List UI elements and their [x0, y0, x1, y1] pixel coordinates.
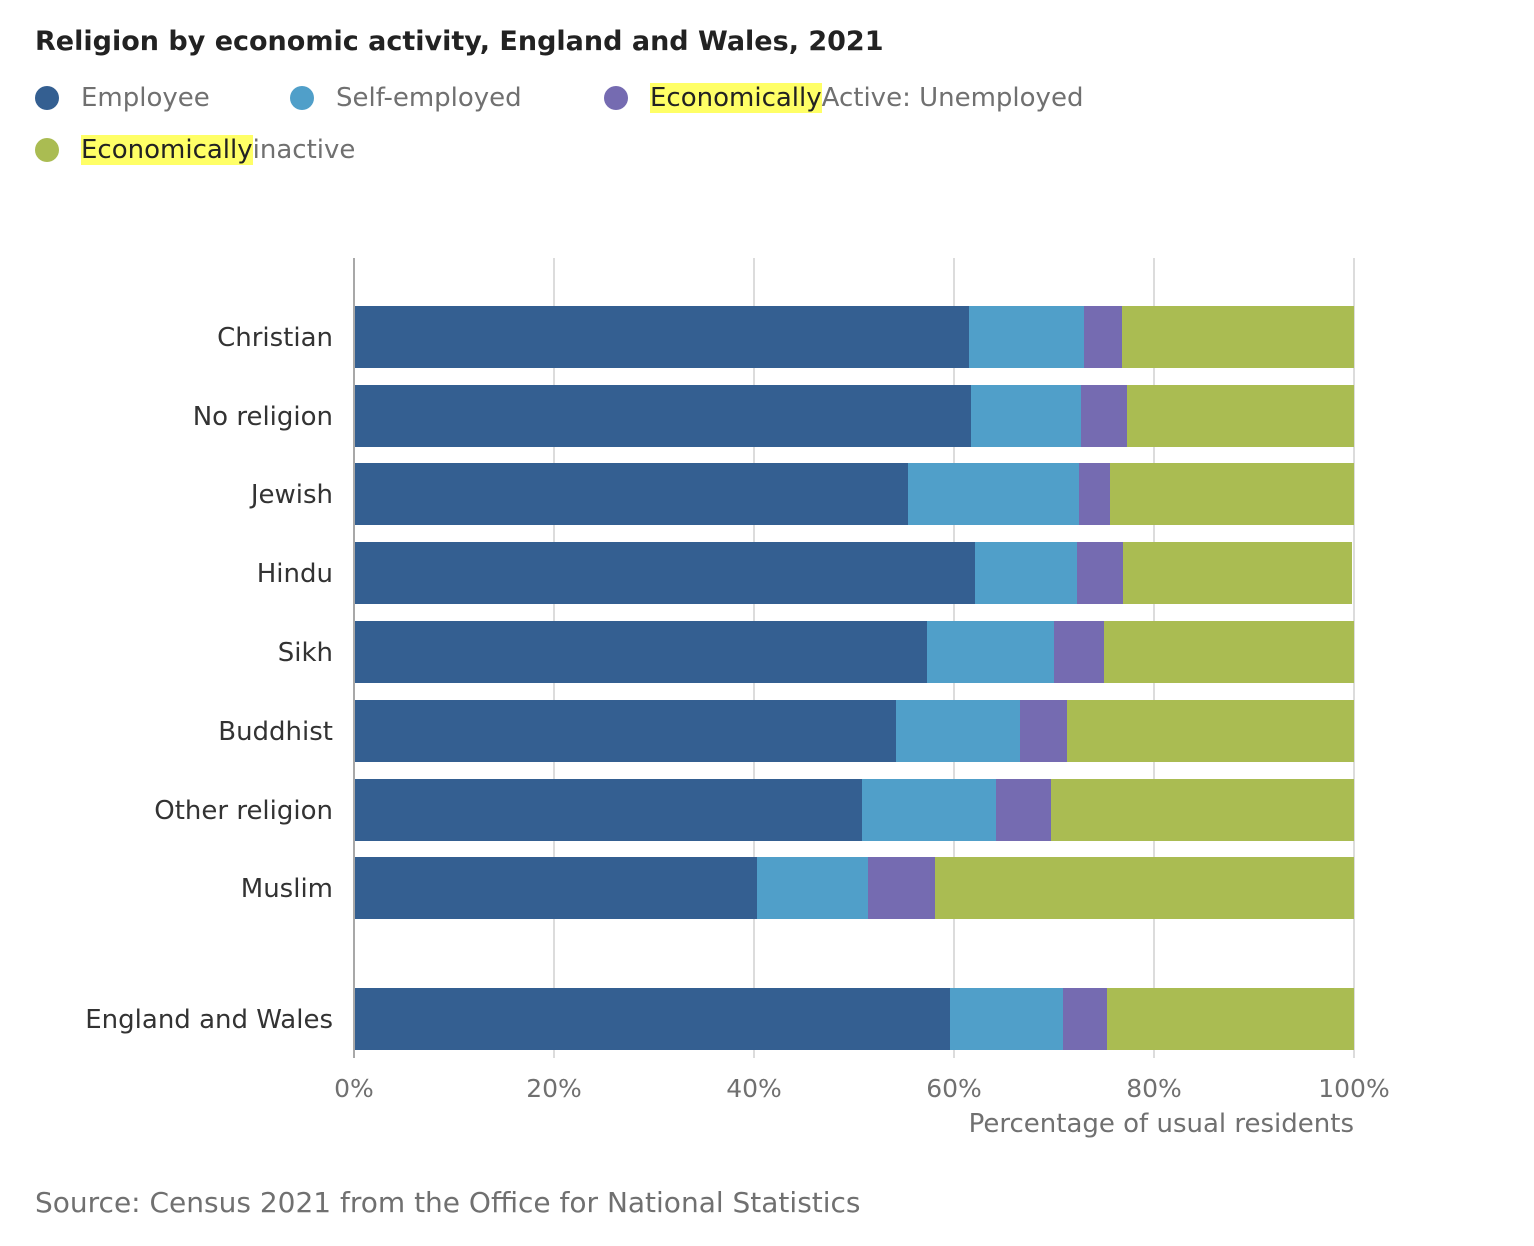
bar-muslim-economically-active-unemployed — [868, 857, 935, 919]
legend-swatch-unemployed — [604, 86, 628, 110]
bar-buddhist-employee — [354, 700, 896, 762]
bar-other-religion-self-employed — [862, 779, 996, 841]
bar-hindu-self-employed — [975, 542, 1077, 604]
bar-buddhist-economically-inactive — [1067, 700, 1354, 762]
bar-other-religion-economically-inactive — [1051, 779, 1354, 841]
x-tick-label: 20% — [526, 1074, 582, 1103]
legend-swatch-inactive — [35, 138, 59, 162]
bar-christian-self-employed — [969, 306, 1084, 368]
legend-label-inactive-highlight: Economically — [81, 135, 253, 165]
bar-hindu-economically-inactive — [1123, 542, 1352, 604]
bar-england-and-wales-economically-inactive — [1107, 988, 1354, 1050]
bar-christian-economically-inactive — [1122, 306, 1354, 368]
legend-label-inactive-rest: inactive — [252, 135, 356, 165]
legend-label-unemployed-highlight: Economically — [650, 83, 822, 113]
bar-sikh-economically-inactive — [1104, 621, 1354, 683]
x-tick-label: 40% — [726, 1074, 782, 1103]
bar-hindu-economically-active-unemployed — [1077, 542, 1123, 604]
category-label: England and Wales — [85, 1005, 333, 1035]
bar-muslim-employee — [354, 857, 757, 919]
source-note: Source: Census 2021 from the Office for … — [35, 1186, 861, 1219]
bar-england-and-wales-self-employed — [950, 988, 1063, 1050]
legend-label-unemployed-rest: Active: Unemployed — [821, 83, 1084, 113]
chart-title: Religion by economic activity, England a… — [35, 26, 884, 57]
bar-sikh-employee — [354, 621, 927, 683]
bar-no-religion-economically-inactive — [1127, 385, 1354, 447]
legend-item-inactive: Economically inactive — [35, 135, 355, 165]
x-tick-label: 60% — [926, 1074, 982, 1103]
x-tick-label: 0% — [334, 1074, 374, 1103]
bar-no-religion-employee — [354, 385, 971, 447]
category-label: Muslim — [241, 874, 333, 904]
bar-christian-employee — [354, 306, 969, 368]
bar-buddhist-self-employed — [896, 700, 1020, 762]
legend-label-self-employed: Self-employed — [336, 83, 522, 113]
category-label: No religion — [193, 402, 333, 432]
bar-other-religion-economically-active-unemployed — [996, 779, 1051, 841]
bar-jewish-self-employed — [908, 463, 1079, 525]
legend-item-self-employed: Self-employed — [290, 83, 522, 113]
category-label: Jewish — [249, 480, 333, 510]
bar-jewish-economically-active-unemployed — [1079, 463, 1110, 525]
legend-item-employee: Employee — [35, 83, 210, 113]
legend-swatch-self-employed — [290, 86, 314, 110]
legend-item-unemployed: Economically Active: Unemployed — [604, 83, 1083, 113]
bar-hindu-employee — [354, 542, 975, 604]
bar-muslim-economically-inactive — [935, 857, 1354, 919]
bar-muslim-self-employed — [757, 857, 868, 919]
bar-other-religion-employee — [354, 779, 862, 841]
bar-jewish-employee — [354, 463, 908, 525]
bar-buddhist-economically-active-unemployed — [1020, 700, 1067, 762]
category-label: Buddhist — [218, 717, 333, 747]
bar-england-and-wales-employee — [354, 988, 950, 1050]
x-axis-title: Percentage of usual residents — [969, 1109, 1354, 1139]
category-label: Hindu — [257, 559, 333, 589]
category-label: Christian — [217, 323, 333, 353]
bar-no-religion-economically-active-unemployed — [1081, 385, 1127, 447]
x-tick-label: 80% — [1126, 1074, 1182, 1103]
x-tick-label: 100% — [1318, 1074, 1389, 1103]
bar-sikh-self-employed — [927, 621, 1054, 683]
legend-label-employee: Employee — [81, 83, 210, 113]
category-label: Other religion — [154, 796, 333, 826]
bar-sikh-economically-active-unemployed — [1054, 621, 1104, 683]
bar-england-and-wales-economically-active-unemployed — [1063, 988, 1107, 1050]
legend-swatch-employee — [35, 86, 59, 110]
category-label: Sikh — [278, 638, 333, 668]
bar-christian-economically-active-unemployed — [1084, 306, 1122, 368]
bar-jewish-economically-inactive — [1110, 463, 1354, 525]
bar-no-religion-self-employed — [971, 385, 1081, 447]
